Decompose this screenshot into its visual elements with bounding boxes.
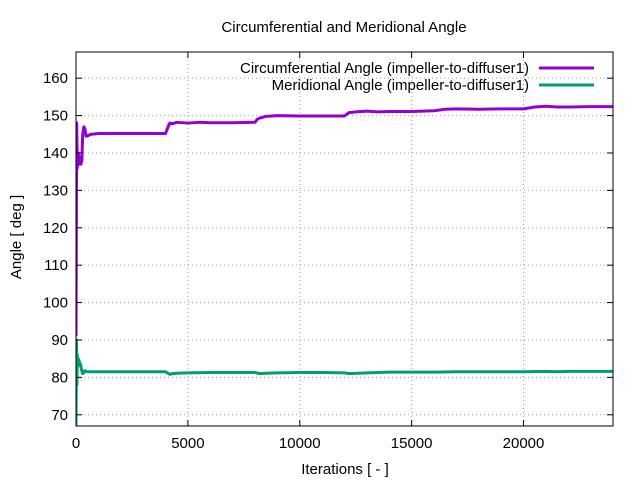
y-tick-label: 140 xyxy=(43,145,68,162)
y-tick-label: 80 xyxy=(51,369,68,386)
legend-entry-label: Meridional Angle (impeller-to-diffuser1) xyxy=(272,77,529,94)
grid-layer xyxy=(76,52,613,426)
y-tick-label: 160 xyxy=(43,70,68,87)
y-tick-label: 100 xyxy=(43,295,68,312)
chart-title: Circumferential and Meridional Angle xyxy=(221,19,466,36)
x-tick-label: 15000 xyxy=(391,435,433,452)
series-line-meridional xyxy=(76,338,613,426)
x-axis-label: Iterations [ - ] xyxy=(301,461,389,478)
legend: Circumferential Angle (impeller-to-diffu… xyxy=(240,60,594,94)
y-tick-label: 90 xyxy=(51,332,68,349)
y-tick-label: 150 xyxy=(43,108,68,125)
x-tick-label: 0 xyxy=(72,435,80,452)
x-tick-label: 10000 xyxy=(279,435,321,452)
legend-entry-label: Circumferential Angle (impeller-to-diffu… xyxy=(240,60,529,77)
x-tick-label: 20000 xyxy=(503,435,545,452)
series-layer xyxy=(76,104,613,426)
tick-layer: 0 5000 10000 15000 20000 70 80 90 100 110 120 130 14… xyxy=(43,52,613,452)
series-line-circumferential xyxy=(76,104,613,337)
y-tick-label: 110 xyxy=(44,257,68,274)
x-tick-label: 5000 xyxy=(171,435,204,452)
y-tick-label: 130 xyxy=(43,182,68,199)
plot-frame xyxy=(75,51,614,427)
y-tick-label: 120 xyxy=(43,220,68,237)
y-axis-label: Angle [ deg ] xyxy=(8,195,25,279)
y-tick-label: 70 xyxy=(51,407,68,424)
